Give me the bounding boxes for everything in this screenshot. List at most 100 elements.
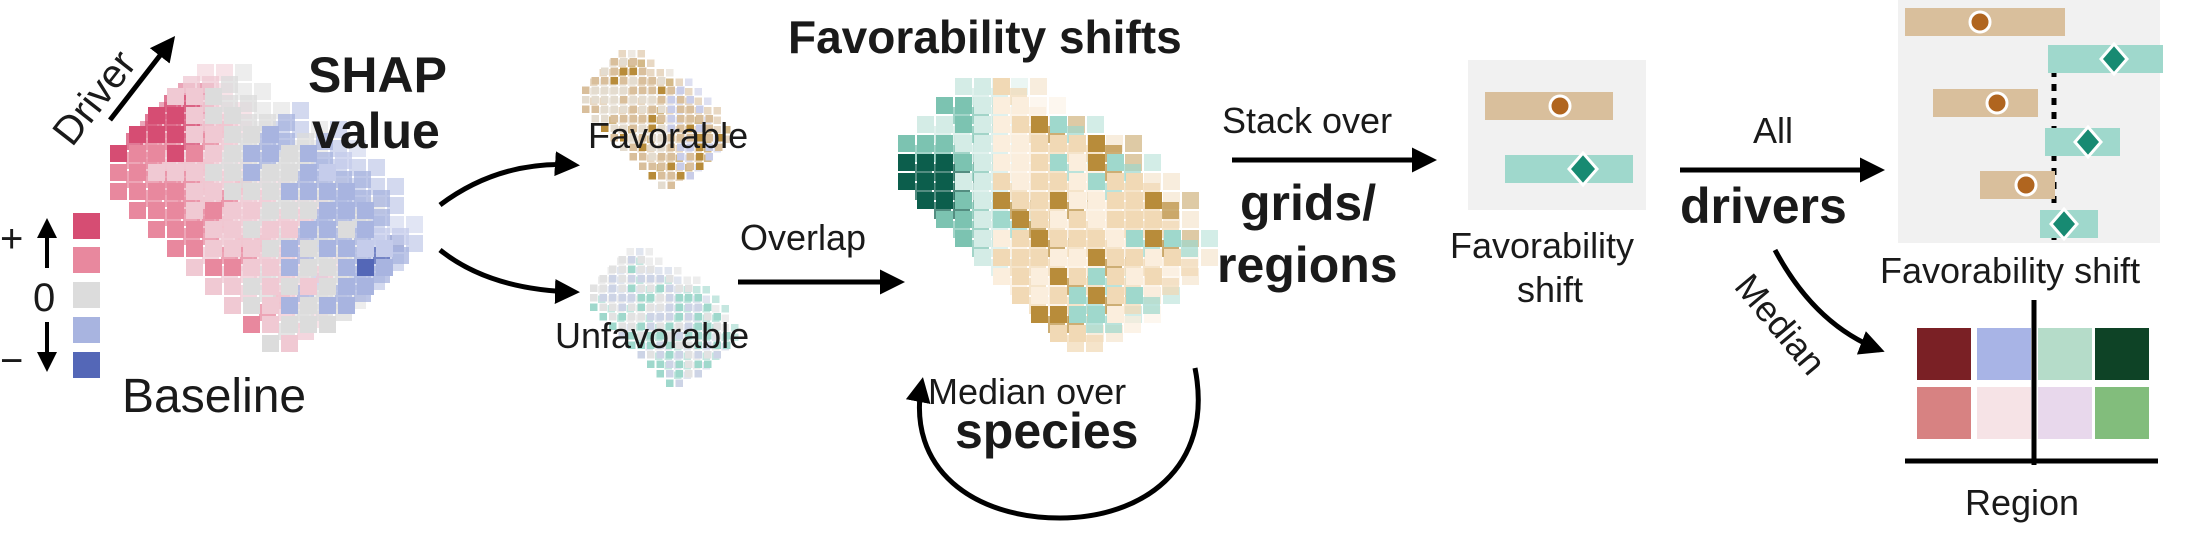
map-cell [955, 116, 972, 133]
map-cell [1182, 192, 1199, 209]
map-cell [666, 284, 674, 292]
map-cell [936, 135, 953, 152]
map-cell [224, 183, 241, 200]
map-cell [898, 154, 915, 171]
favorable-layer-front [582, 58, 723, 189]
map-cell [647, 313, 655, 321]
map-cell [610, 134, 618, 142]
map-cell [300, 278, 317, 295]
map-cell [1050, 268, 1067, 285]
all-label: All [1753, 110, 1793, 151]
map-cell [667, 96, 675, 104]
map-cell [666, 341, 674, 349]
favorability-shift-map [898, 78, 1218, 352]
map-cell [656, 275, 664, 283]
map-cell [392, 228, 409, 245]
favorability-shift-label: Favorability shift [1880, 250, 2140, 291]
map-cell [240, 95, 257, 112]
map-cell [731, 324, 739, 332]
map-cell [936, 116, 953, 133]
map-cell [590, 294, 598, 302]
map-cell [955, 230, 972, 247]
map-cell [330, 121, 347, 138]
regions-label: regions [1217, 237, 1398, 293]
map-cell [974, 192, 991, 209]
map-cell [685, 351, 693, 359]
map-cell [591, 77, 599, 85]
map-cell [723, 332, 731, 340]
map-cell [713, 313, 721, 321]
map-cell [639, 162, 647, 170]
map-cell [639, 67, 647, 75]
map-cell [620, 96, 628, 104]
map-cell [993, 268, 1010, 285]
map-cell [1069, 135, 1086, 152]
map-cell [936, 211, 953, 228]
map-cell [243, 145, 260, 162]
map-cell [974, 211, 991, 228]
map-cell [685, 341, 693, 349]
map-cell [1088, 173, 1105, 190]
map-cell [129, 126, 146, 143]
map-cell [974, 135, 991, 152]
map-cell [658, 153, 666, 161]
map-cell [647, 341, 655, 349]
map-cell [591, 115, 599, 123]
map-cell [648, 105, 656, 113]
map-cell [713, 116, 721, 124]
map-cell [1126, 192, 1143, 209]
map-cell [667, 124, 675, 132]
map-cell [637, 59, 645, 67]
map-cell [675, 370, 683, 378]
map-cell [656, 313, 664, 321]
map-cell [1201, 230, 1218, 247]
map-cell [1125, 135, 1142, 152]
map-cell [677, 86, 685, 94]
map-cell [705, 153, 713, 161]
map-cell [224, 240, 241, 257]
map-cell [110, 164, 127, 181]
map-cell [601, 124, 609, 132]
map-cell [224, 297, 241, 314]
map-cell [620, 115, 628, 123]
map-cell [281, 259, 298, 276]
map-cell [316, 133, 333, 150]
unfavorable-map [590, 248, 739, 387]
map-cell [647, 360, 655, 368]
map-cell [609, 265, 617, 273]
map-cell [1087, 116, 1104, 133]
map-cell [1012, 97, 1029, 114]
map-cell [582, 86, 590, 94]
map-cell [1145, 268, 1162, 285]
map-cell [129, 145, 146, 162]
map-cell [686, 115, 694, 123]
map-cell [667, 162, 675, 170]
map-cell [338, 202, 355, 219]
region-grid [1905, 300, 2158, 465]
favorable-map [582, 50, 731, 189]
map-cell [917, 173, 934, 190]
small-shift-label-line1: Favorability [1450, 225, 1634, 266]
map-cell [1050, 116, 1067, 133]
map-cell [1107, 287, 1124, 304]
map-cell [647, 69, 655, 77]
map-cell [936, 173, 953, 190]
map-cell [392, 247, 409, 264]
favorability-shifts-title: Favorability shifts [788, 11, 1182, 63]
map-cell [1031, 211, 1048, 228]
map-cell [666, 78, 674, 86]
map-cell [148, 221, 165, 238]
map-cell [955, 78, 972, 95]
map-cell [693, 276, 701, 284]
map-cell [628, 284, 636, 292]
map-cell [1050, 306, 1067, 323]
map-cell [292, 102, 309, 119]
map-cell [1086, 335, 1103, 352]
map-cell [628, 341, 636, 349]
map-cell [639, 143, 647, 151]
map-cell [610, 58, 618, 66]
map-cell [1012, 211, 1029, 228]
map-cell [406, 216, 423, 233]
map-cell [205, 164, 222, 181]
